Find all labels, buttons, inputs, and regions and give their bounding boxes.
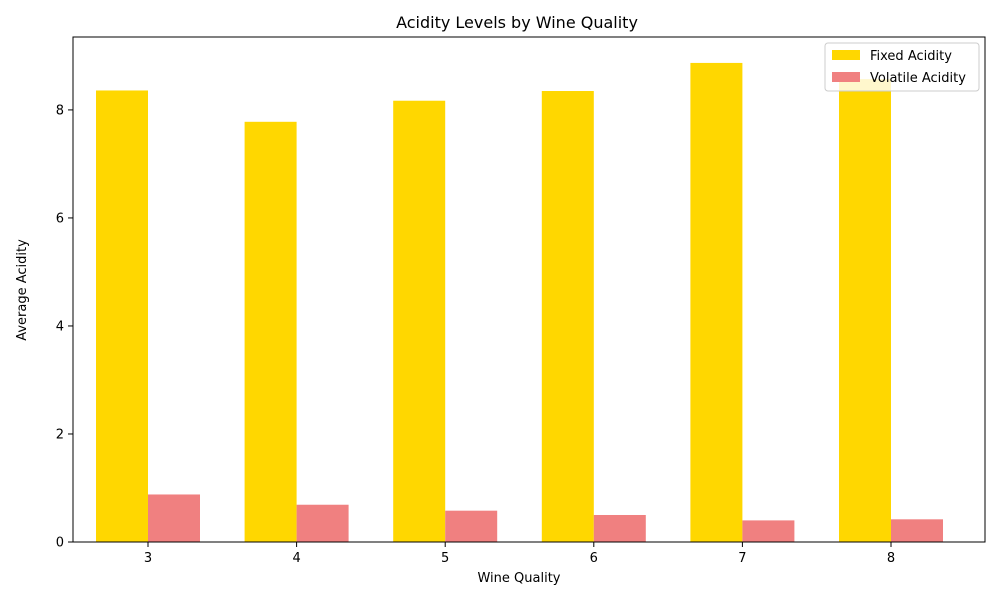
x-axis-label: Wine Quality (477, 571, 560, 586)
y-tick-label: 4 (56, 319, 64, 334)
bar-volatile-acidity-q4 (296, 504, 349, 542)
legend-swatch-volatile-acidity (832, 72, 860, 82)
bar-fixed-acidity-q6 (541, 91, 594, 543)
y-tick-label: 6 (56, 211, 64, 226)
legend-frame (824, 42, 980, 92)
x-axis-ticks: 3 4 5 6 7 8 (144, 542, 895, 566)
x-tick-label: 4 (292, 551, 300, 566)
bar-volatile-acidity-q3 (148, 494, 200, 542)
legend-label-fixed-acidity: Fixed Acidity (870, 49, 952, 64)
bar-fixed-acidity-q8 (839, 79, 891, 542)
bar-volatile-acidity-q5 (445, 510, 498, 542)
chart-title: Acidity Levels by Wine Quality (396, 13, 638, 32)
x-tick-label: 5 (441, 551, 449, 566)
y-tick-label: 0 (56, 536, 64, 551)
legend-swatch-fixed-acidity (832, 50, 860, 60)
x-tick-label: 8 (887, 551, 895, 566)
y-axis-label: Average Acidity (15, 239, 30, 341)
x-tick-label: 3 (144, 551, 152, 566)
bar-fixed-acidity-q7 (690, 62, 743, 542)
bar-volatile-acidity-q8 (891, 519, 943, 542)
y-tick-label: 2 (56, 427, 64, 442)
bar-volatile-acidity-q6 (593, 514, 646, 542)
y-axis-ticks: 0 2 4 6 8 (56, 103, 73, 551)
x-tick-label: 7 (738, 551, 746, 566)
bar-fixed-acidity-q5 (393, 100, 446, 543)
bar-fixed-acidity-q3 (96, 90, 148, 543)
y-tick-label: 8 (56, 103, 64, 118)
x-tick-label: 6 (590, 551, 598, 566)
legend: Fixed Acidity Volatile Acidity (824, 42, 980, 92)
bar-volatile-acidity-q7 (742, 520, 795, 542)
plot-frame (72, 36, 986, 543)
bar-fixed-acidity-q4 (244, 121, 297, 543)
legend-label-volatile-acidity: Volatile Acidity (870, 71, 966, 86)
bars-group (96, 62, 943, 543)
